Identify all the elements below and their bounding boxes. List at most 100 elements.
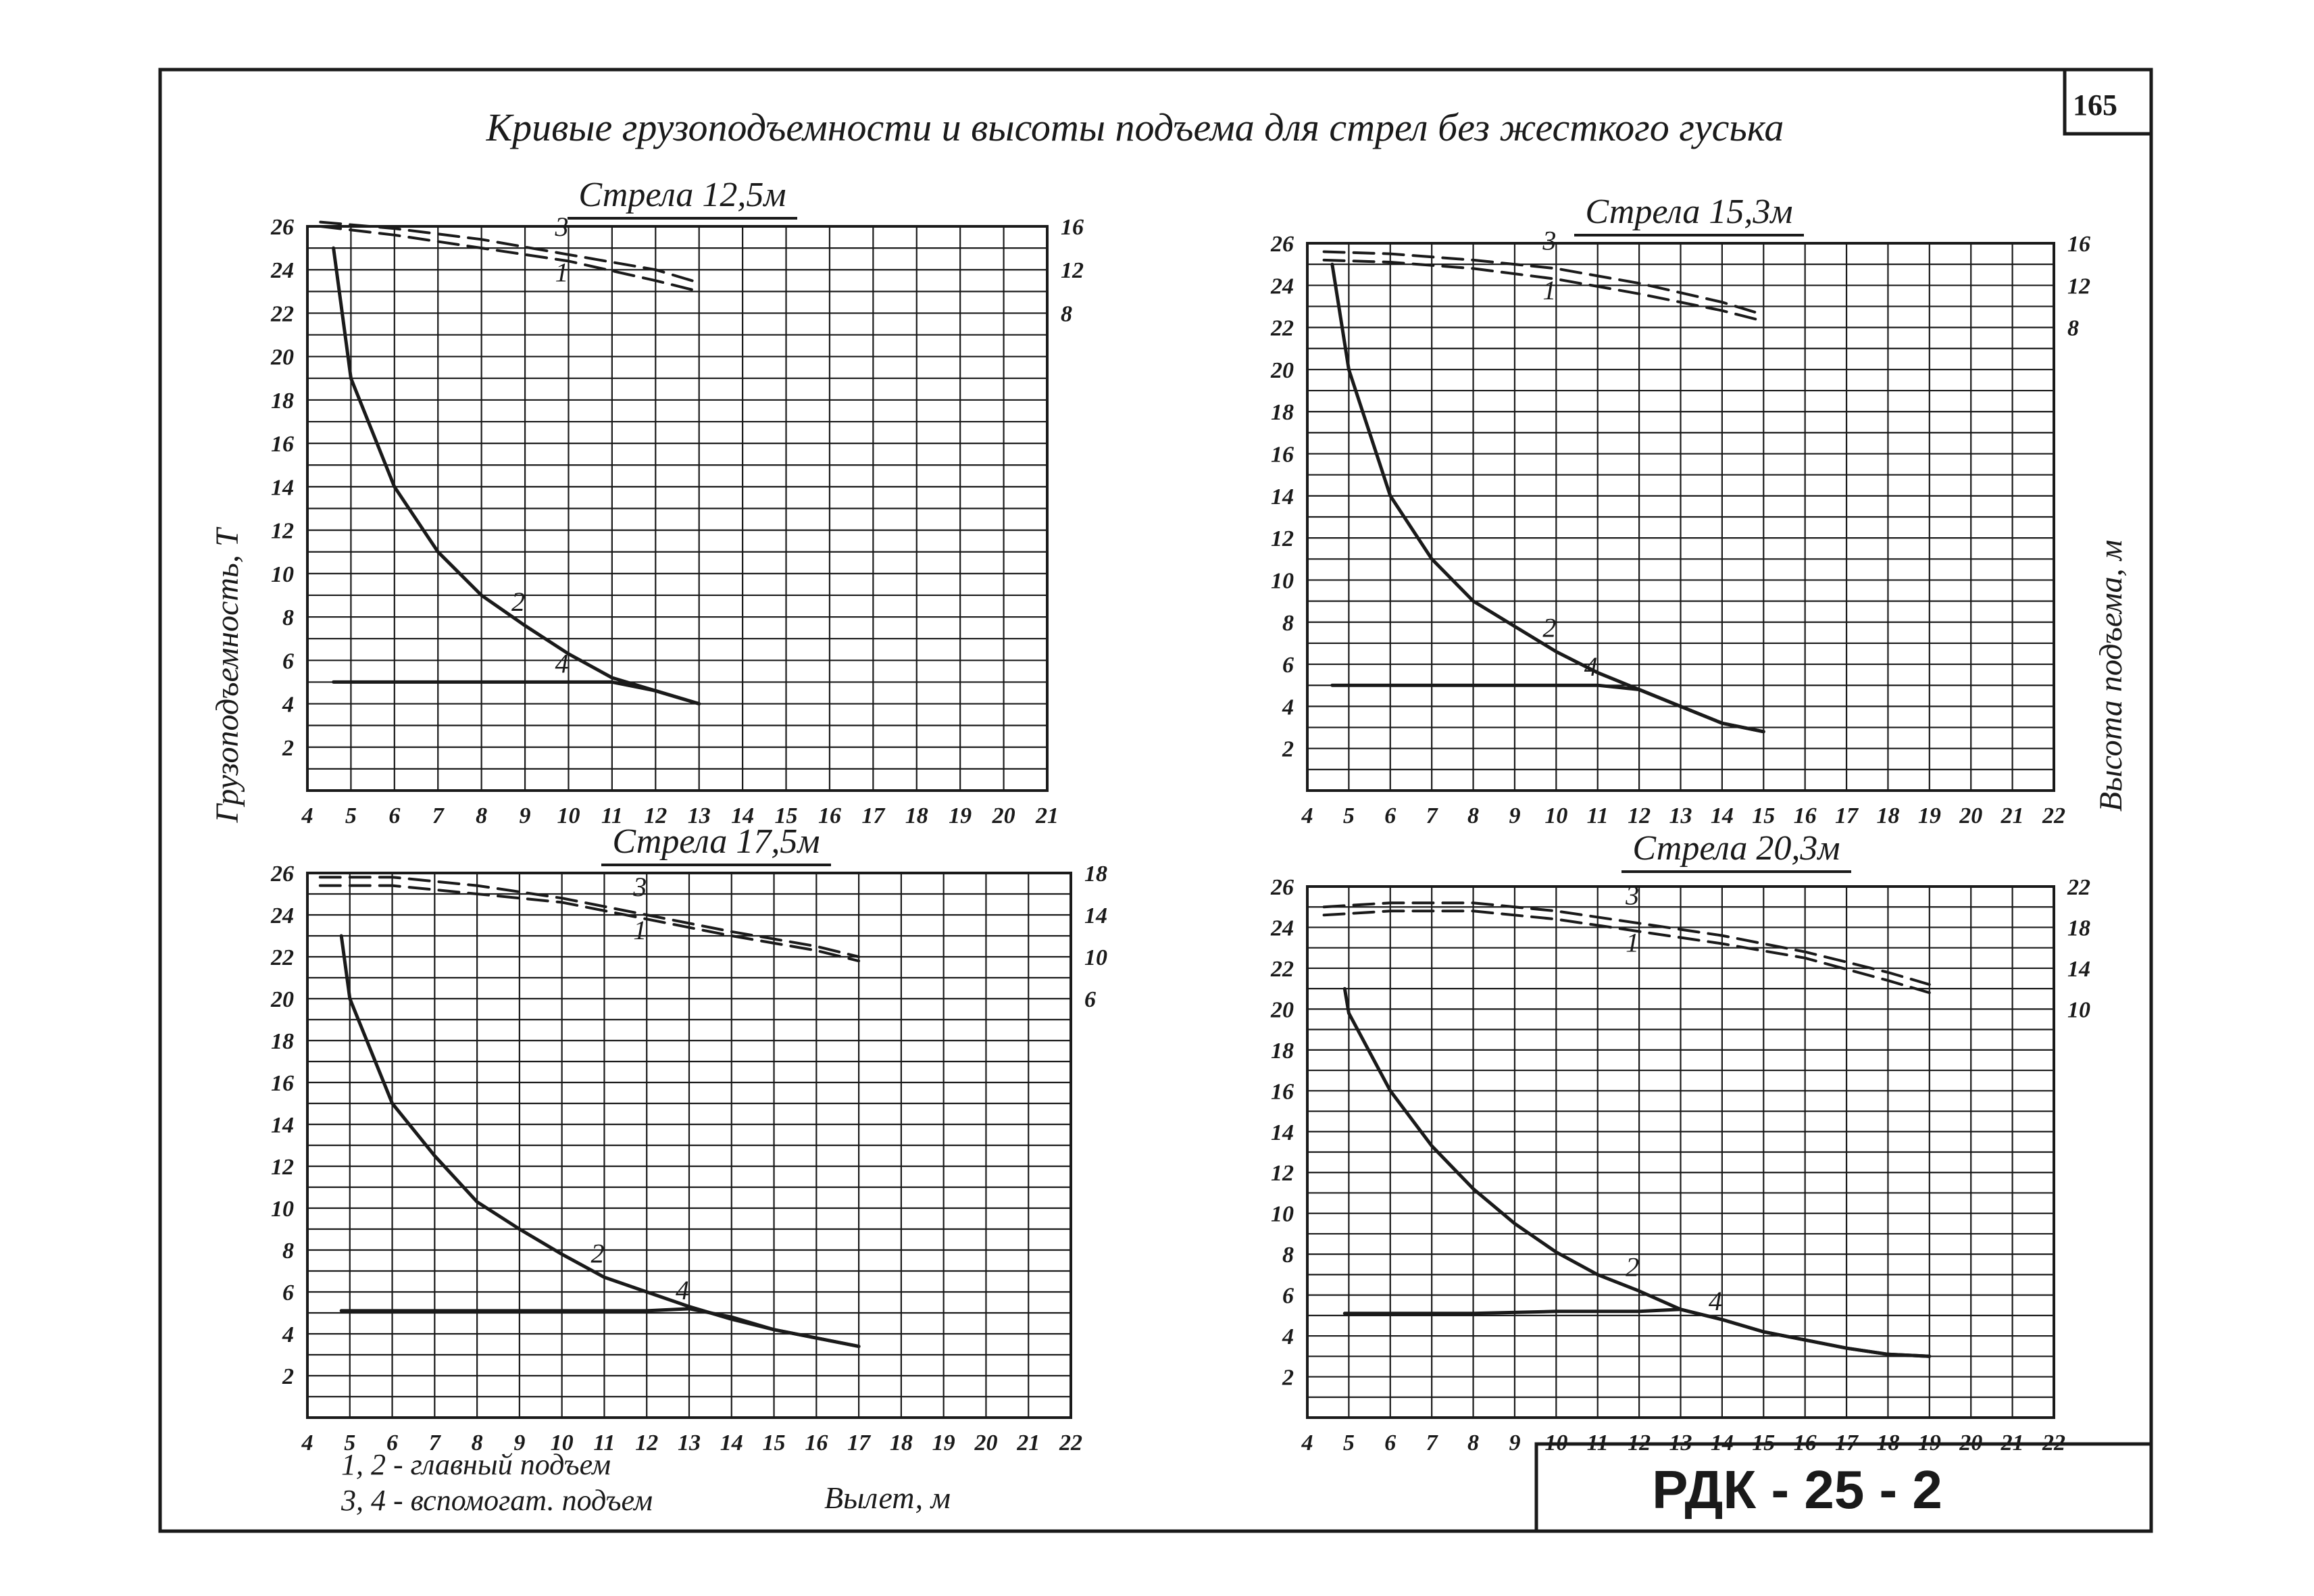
x-tick-label: 6 [1384, 1430, 1396, 1455]
x-tick-label: 19 [949, 803, 972, 828]
x-tick-label: 18 [1876, 803, 1899, 828]
y-tick-label: 18 [1271, 1039, 1294, 1064]
y-tick-label: 24 [270, 903, 294, 928]
x-tick-label: 6 [386, 1430, 398, 1455]
y2-tick-label: 16 [2067, 232, 2090, 257]
series-label-3: 3 [632, 872, 647, 902]
y2-tick-label: 8 [2067, 316, 2079, 341]
y-tick-label: 20 [270, 987, 294, 1012]
y-tick-label: 8 [282, 1239, 294, 1264]
y-tick-label: 16 [1271, 1079, 1294, 1104]
y-tick-label: 10 [271, 562, 294, 587]
chart-strela-12-5: Стрела 12,5м4 5 6 7 8 9 10 11 12 13 14 15 16 17 18 19 20… [270, 176, 1084, 828]
x-tick-label: 16 [805, 1430, 828, 1455]
plot-frame [1306, 885, 2055, 1419]
series-label-2: 2 [1626, 1252, 1639, 1282]
series-line-1 [1322, 909, 1931, 995]
y-tick-label: 14 [1271, 1120, 1294, 1145]
series-line-1 [1322, 258, 1765, 323]
legend-main-lift: 1, 2 - главный подъем [341, 1448, 611, 1481]
y-tick-label: 8 [1282, 1243, 1294, 1268]
y-tick-label: 20 [1270, 358, 1294, 383]
y-tick-label: 10 [1271, 568, 1294, 593]
series-line-1 [318, 884, 861, 963]
y-tick-label: 24 [1270, 916, 1294, 941]
y-tick-label: 2 [282, 736, 294, 761]
y-tick-label: 4 [282, 1322, 294, 1347]
series-label-1: 1 [633, 915, 647, 945]
x-tick-label: 21 [1016, 1430, 1040, 1455]
y-tick-label: 2 [1282, 737, 1294, 762]
series-line-4 [1342, 1307, 1932, 1358]
doc-code-box [1534, 1442, 2153, 1533]
x-tick-label: 4 [1301, 1430, 1313, 1455]
x-tick-label: 19 [1918, 803, 1941, 828]
y-tick-label: 12 [1271, 1161, 1294, 1186]
y-tick-label: 16 [1271, 443, 1294, 468]
y-tick-label: 4 [1282, 695, 1294, 720]
chart-title: Стрела 12,5м [578, 176, 786, 214]
y2-tick-label: 12 [1061, 258, 1084, 283]
x-tick-label: 14 [731, 803, 754, 828]
y2-tick-label: 22 [2067, 875, 2090, 900]
x-tick-label: 7 [429, 1430, 442, 1455]
x-tick-label: 11 [593, 1430, 615, 1455]
y-tick-label: 12 [271, 519, 294, 544]
x-tick-label: 5 [1343, 1430, 1355, 1455]
y-tick-label: 10 [1271, 1202, 1294, 1227]
y2-tick-label: 14 [2067, 957, 2090, 982]
y2-tick-label: 6 [1084, 987, 1096, 1012]
chart-title: Стрела 17,5м [612, 822, 820, 861]
y-tick-label: 4 [1282, 1324, 1294, 1349]
series-label-3: 3 [1542, 225, 1556, 255]
x-tick-label: 9 [513, 1430, 525, 1455]
y-tick-label: 26 [270, 215, 294, 240]
y2-tick-label: 16 [1061, 215, 1084, 240]
x-tick-label: 15 [763, 1430, 786, 1455]
x-tick-label: 20 [992, 803, 1015, 828]
y-tick-label: 22 [1270, 316, 1294, 341]
x-tick-label: 14 [1711, 803, 1734, 828]
x-tick-label: 10 [557, 803, 580, 828]
series-line-3 [1322, 901, 1931, 987]
y-tick-label: 22 [1270, 957, 1294, 982]
series-label-1: 1 [555, 257, 568, 287]
y-tick-label: 26 [270, 862, 294, 887]
y-tick-label: 16 [271, 1071, 294, 1096]
y-tick-label: 6 [282, 649, 294, 674]
series-line-1 [319, 225, 701, 293]
y2-tick-label: 18 [1084, 862, 1107, 887]
x-tick-label: 19 [932, 1430, 955, 1455]
x-tick-label: 21 [2001, 803, 2024, 828]
x-tick-label: 13 [688, 803, 711, 828]
y-tick-label: 18 [1271, 400, 1294, 425]
y-tick-label: 16 [271, 432, 294, 457]
y-tick-label: 26 [1270, 232, 1294, 257]
y-tick-label: 18 [271, 389, 294, 414]
series-label-2: 2 [1542, 612, 1556, 643]
x-tick-label: 13 [678, 1430, 701, 1455]
series-line-4 [339, 1307, 861, 1349]
series-line-4 [332, 680, 701, 705]
y-tick-label: 2 [1282, 1366, 1294, 1391]
series-line-2 [332, 246, 701, 705]
series-line-3 [318, 876, 861, 958]
x-tick-label: 20 [1959, 803, 1982, 828]
y2-tick-label: 10 [2067, 997, 2090, 1022]
x-tick-label: 9 [1509, 1430, 1520, 1455]
x-tick-label: 7 [1426, 803, 1439, 828]
plot-frame [306, 225, 1049, 792]
x-tick-label: 9 [520, 803, 531, 828]
x-tick-label: 4 [301, 1430, 313, 1455]
y-tick-label: 20 [270, 345, 294, 370]
chart-strela-20-3: Стрела 20,3м4 5 6 7 8 9 10 11 12 13 14 15 16 17 18 19 20… [1270, 829, 2090, 1455]
x-tick-label: 14 [720, 1430, 743, 1455]
y-tick-label: 14 [271, 475, 294, 500]
y-tick-label: 18 [271, 1029, 294, 1054]
series-label-1: 1 [1542, 275, 1556, 305]
legend-aux-lift: 3, 4 - вспомогат. подъем [341, 1484, 653, 1517]
y-tick-label: 22 [270, 301, 294, 326]
series-label-3: 3 [1625, 880, 1639, 910]
x-tick-label: 10 [551, 1430, 574, 1455]
